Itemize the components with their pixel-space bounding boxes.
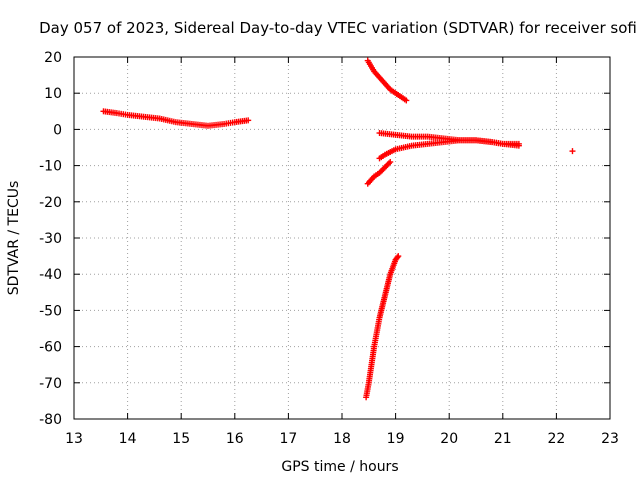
y-tick-label: 20: [44, 50, 62, 66]
x-tick-label: 17: [279, 431, 297, 447]
series-track-3: [364, 158, 394, 187]
series-track-1: [100, 108, 252, 129]
series-track-2: [364, 57, 410, 104]
y-tick-label: -40: [39, 267, 62, 283]
grid: [74, 57, 610, 419]
data-point: [515, 140, 522, 147]
x-tick-label: 13: [65, 431, 83, 447]
y-tick-label: 10: [44, 86, 62, 102]
x-tick-label: 16: [226, 431, 244, 447]
x-tick-label: 19: [387, 431, 405, 447]
x-tick-label: 15: [172, 431, 190, 447]
series-track-7: [569, 148, 576, 155]
x-tick-label: 22: [547, 431, 565, 447]
y-tick-label: -60: [39, 340, 62, 356]
data-point: [569, 148, 576, 155]
y-tick-label: -10: [39, 159, 62, 175]
data-point: [387, 158, 394, 165]
series-track-6: [363, 253, 402, 401]
x-tick-label: 23: [601, 431, 619, 447]
data-points: [100, 57, 576, 401]
y-axis-label: SDTVAR / TECUs: [6, 181, 22, 296]
y-tick-label: -50: [39, 303, 62, 319]
x-tick-label: 18: [333, 431, 351, 447]
y-tick-label: -20: [39, 195, 62, 211]
x-tick-label: 14: [119, 431, 137, 447]
x-axis-label: GPS time / hours: [281, 459, 398, 475]
x-tick-label: 20: [440, 431, 458, 447]
chart-title: Day 057 of 2023, Sidereal Day-to-day VTE…: [39, 19, 637, 37]
data-point: [245, 117, 252, 124]
y-tick-label: -80: [39, 412, 62, 428]
y-axis: 20 10 0 -10 -20 -30 -40 -50 -60 -70 -80: [39, 50, 610, 428]
x-tick-label: 21: [494, 431, 512, 447]
data-point: [395, 253, 402, 260]
data-point: [403, 97, 410, 104]
x-axis: 13 14 15 16 17 18 19 20 21 22 23: [65, 57, 619, 447]
y-tick-label: -30: [39, 231, 62, 247]
series-track-5: [376, 130, 522, 147]
y-tick-label: -70: [39, 376, 62, 392]
data-point: [394, 254, 401, 261]
y-tick-label: 0: [53, 122, 62, 138]
